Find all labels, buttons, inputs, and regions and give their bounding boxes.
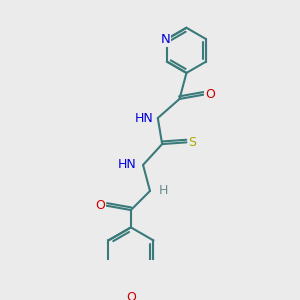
Text: S: S xyxy=(188,136,196,149)
Text: O: O xyxy=(205,88,215,101)
Text: HN: HN xyxy=(117,158,136,171)
Text: O: O xyxy=(96,199,106,212)
Text: HN: HN xyxy=(135,112,154,125)
Text: H: H xyxy=(159,184,168,197)
Text: N: N xyxy=(160,33,170,46)
Text: O: O xyxy=(126,291,136,300)
